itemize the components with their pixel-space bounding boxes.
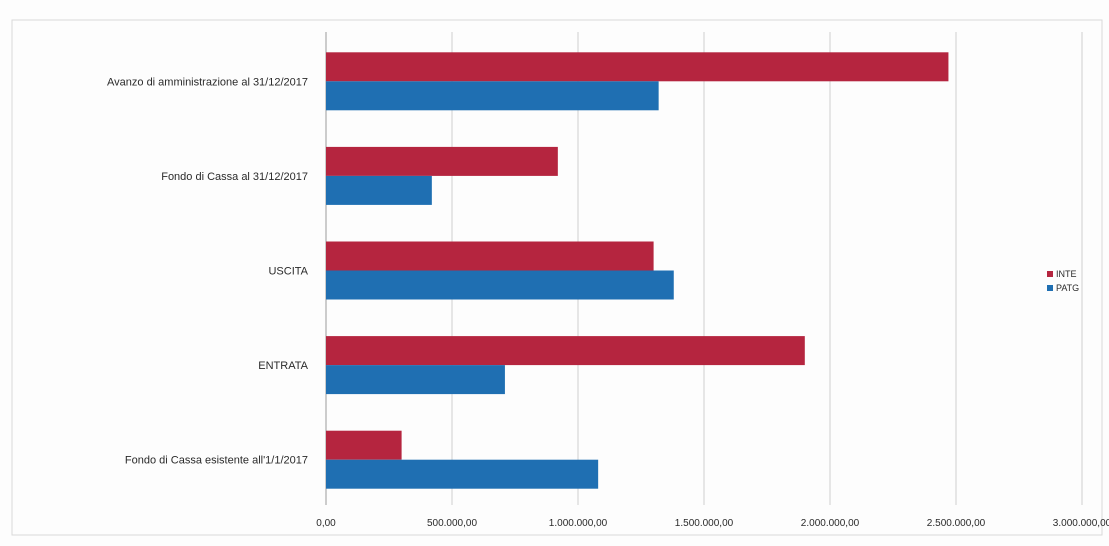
gridlines (451, 32, 1083, 505)
bar-patg-0 (326, 81, 659, 111)
legend-label-patg: PATG (1056, 283, 1079, 293)
legend-swatch-patg (1047, 285, 1053, 291)
bar-inte-2 (326, 241, 654, 271)
category-label: Avanzo di amministrazione al 31/12/2017 (107, 76, 308, 88)
legend-label-inte: INTE (1056, 269, 1077, 279)
x-tick-label: 3.000.000,00 (1053, 518, 1109, 529)
category-label: Fondo di Cassa al 31/12/2017 (161, 171, 308, 183)
bars (326, 52, 949, 489)
x-tick-label: 500.000,00 (427, 518, 477, 529)
x-tick-label: 1.000.000,00 (549, 518, 608, 529)
x-tick-labels: 0,00 500.000,00 1.000.000,00 1.500.000,00 2.… (316, 518, 1109, 529)
x-tick-label: 2.500.000,00 (927, 518, 986, 529)
legend: INTE PATG (1047, 269, 1079, 293)
legend-swatch-inte (1047, 271, 1053, 277)
category-label: Fondo di Cassa esistente all'1/1/2017 (125, 455, 308, 467)
bar-patg-1 (326, 175, 432, 205)
bar-inte-0 (326, 52, 949, 82)
bar-inte-3 (326, 336, 805, 366)
bar-patg-3 (326, 365, 505, 395)
category-label: ENTRATA (258, 360, 308, 372)
bar-patg-2 (326, 270, 674, 300)
bar-patg-4 (326, 459, 599, 489)
x-tick-label: 1.500.000,00 (675, 518, 734, 529)
plot-border (11, 19, 1103, 536)
bar-inte-4 (326, 430, 402, 460)
x-tick-label: 2.000.000,00 (801, 518, 860, 529)
bar-inte-1 (326, 146, 558, 176)
x-tick-label: 0,00 (316, 518, 336, 529)
category-label: USCITA (268, 266, 308, 278)
category-labels: Avanzo di amministrazione al 31/12/2017 F… (107, 76, 309, 466)
